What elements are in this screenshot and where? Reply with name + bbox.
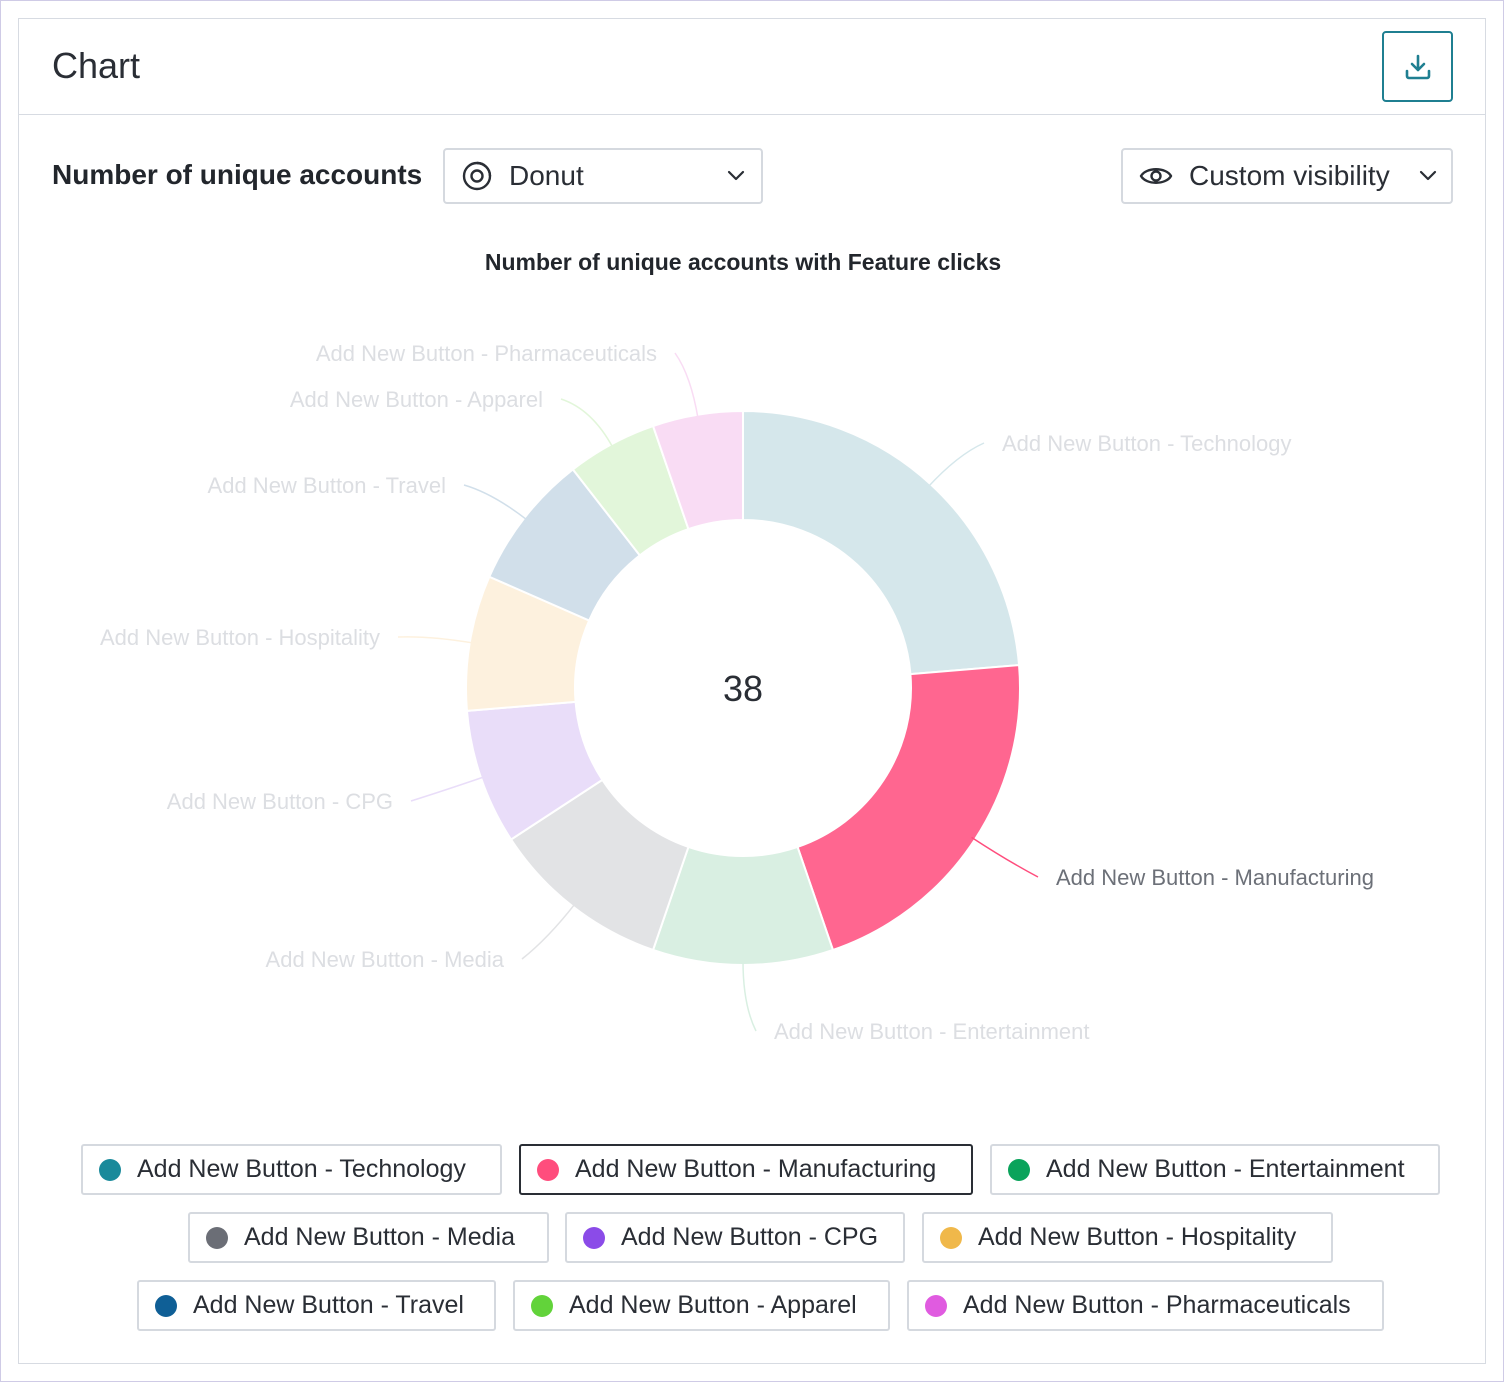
slice-leader-line [971,836,1039,878]
card-title: Chart [52,45,141,86]
legend-label: Add New Button - Pharmaceuticals [963,1291,1351,1319]
metric-label: Number of unique accounts [52,159,423,190]
legend-item[interactable]: Add New Button - Technology [81,1144,502,1195]
eye-icon [1139,168,1173,184]
slice-label: Add New Button - Pharmaceuticals [316,341,657,366]
slice-label: Add New Button - Technology [1002,431,1291,456]
slice-label: Add New Button - Hospitality [100,625,380,650]
slice-leader-line [521,902,576,960]
chart-card: Chart Number of unique accounts Donut [18,18,1486,1364]
donut-slice[interactable] [742,409,1021,676]
donut-slice[interactable] [796,664,1021,952]
slice-label: Add New Button - Manufacturing [1056,865,1374,890]
slice-label: Add New Button - Entertainment [774,1019,1090,1044]
slice-leader-line [397,636,474,644]
chevron-down-icon [727,170,745,181]
legend-color-dot [1008,1158,1030,1181]
slice-leader-line [463,484,529,521]
legend-label: Add New Button - Technology [137,1155,466,1183]
download-icon [1405,54,1430,79]
legend-color-dot [155,1294,177,1317]
legend-color-dot [537,1158,559,1181]
legend-color-dot [583,1226,605,1249]
visibility-value: Custom visibility [1189,160,1390,191]
legend-label: Add New Button - Entertainment [1046,1155,1405,1183]
legend-color-dot [925,1294,947,1317]
donut-slice[interactable] [651,409,744,531]
visibility-select[interactable]: Custom visibility [1121,148,1453,204]
slice-label: Add New Button - CPG [167,789,393,814]
legend-item[interactable]: Add New Button - Travel [137,1280,496,1331]
legend-item[interactable]: Add New Button - Media [188,1212,549,1263]
donut-icon [462,161,492,191]
slice-label: Add New Button - Apparel [290,387,543,412]
slice-leader-line [927,442,985,488]
legend-item[interactable]: Add New Button - Manufacturing [519,1144,973,1195]
legend-label: Add New Button - Hospitality [978,1223,1297,1251]
chart-type-select[interactable]: Donut [443,148,763,204]
legend-label: Add New Button - Media [244,1223,515,1251]
legend-label: Add New Button - Manufacturing [575,1155,937,1183]
legend-item[interactable]: Add New Button - Pharmaceuticals [907,1280,1384,1331]
legend-color-dot [99,1158,121,1181]
legend-label: Add New Button - Travel [193,1291,464,1319]
legend-label: Add New Button - Apparel [569,1291,857,1319]
slice-leader-line [410,775,486,802]
chevron-down-icon [1419,170,1437,181]
slice-leader-line [742,960,757,1032]
legend-color-dot [940,1226,962,1249]
card-header: Chart [19,19,1485,115]
legend-item[interactable]: Add New Button - CPG [565,1212,905,1263]
slice-label: Add New Button - Travel [208,473,446,498]
legend-color-dot [531,1294,553,1317]
slice-leader-line [560,398,614,449]
chart-title: Number of unique accounts with Feature c… [485,249,1001,275]
chart-center-total: 38 [723,668,763,709]
download-button[interactable] [1382,31,1453,102]
slice-leader-line [674,352,699,419]
chart-type-value: Donut [509,160,584,191]
legend-item[interactable]: Add New Button - Apparel [513,1280,890,1331]
legend-color-dot [206,1226,228,1249]
legend-label: Add New Button - CPG [621,1223,879,1251]
chart-area: Number of unique accounts with Feature c… [19,19,1487,1365]
slice-label: Add New Button - Media [266,947,505,972]
donut-chart: Number of unique accounts with Feature c… [100,249,1374,1044]
legend-item[interactable]: Add New Button - Hospitality [922,1212,1333,1263]
legend-item[interactable]: Add New Button - Entertainment [990,1144,1440,1195]
